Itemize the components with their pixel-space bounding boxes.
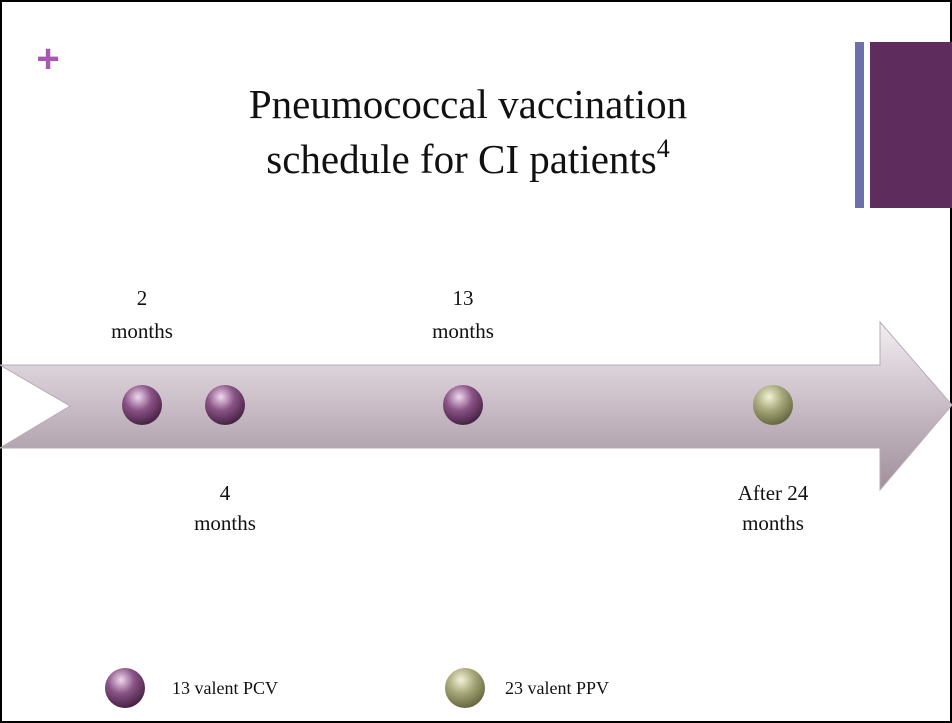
milestone-label: 13 <box>453 286 474 310</box>
plus-sign: + <box>36 37 59 81</box>
dose-marker <box>443 385 483 425</box>
milestone-label: 4 <box>220 481 231 505</box>
title-line: schedule for CI patients4 <box>266 134 670 182</box>
title-line: Pneumococcal vaccination <box>249 81 687 127</box>
milestone-label: months <box>111 319 173 343</box>
milestone-label: 2 <box>137 286 148 310</box>
title-text: schedule for CI patients <box>266 136 657 182</box>
dose-marker <box>122 385 162 425</box>
milestone-label: months <box>432 319 494 343</box>
accent-bar-thin <box>855 42 864 208</box>
dose-marker <box>205 385 245 425</box>
legend-swatch <box>445 668 485 708</box>
milestone-label: months <box>194 511 256 535</box>
legend-label: 13 valent PCV <box>172 678 278 698</box>
legend-label: 23 valent PPV <box>505 678 609 698</box>
accent-bar <box>870 42 952 208</box>
milestone-label: months <box>742 511 804 535</box>
dose-marker <box>753 385 793 425</box>
legend-swatch <box>105 668 145 708</box>
milestone-label: After 24 <box>738 481 809 505</box>
title-superscript: 4 <box>657 134 670 163</box>
